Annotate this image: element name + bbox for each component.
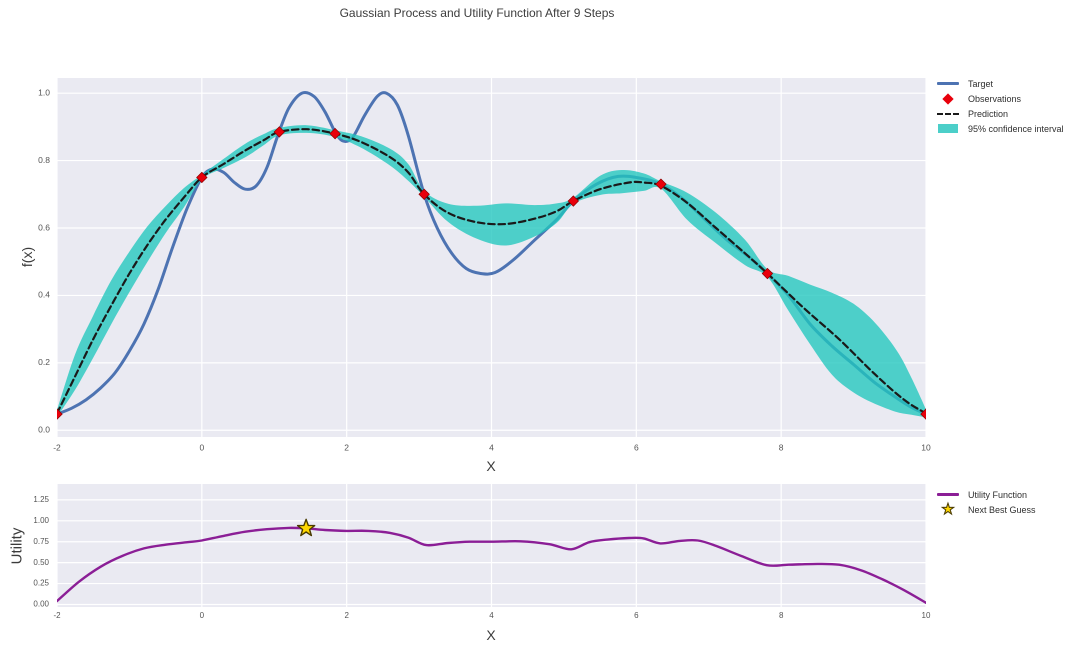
legend-item-observations: Observations bbox=[935, 91, 1064, 106]
legend-item-confidence-interval: 95% confidence interval bbox=[935, 121, 1064, 136]
observation-markers bbox=[57, 126, 926, 420]
target-line-swatch bbox=[937, 82, 959, 85]
y-tick-label: 0.75 bbox=[33, 537, 49, 546]
y-tick-label: 0.6 bbox=[38, 222, 50, 232]
legend-item-utility-function: Utility Function bbox=[935, 487, 1036, 502]
y-tick-label: 0.00 bbox=[33, 600, 49, 609]
axis-ticks: -2 0 2 4 6 8 10 0.00 0.25 0.50 0.75 1.00 1.25 bbox=[33, 495, 931, 620]
utility-series bbox=[57, 526, 926, 604]
prediction-dashed-swatch bbox=[937, 112, 959, 115]
y-tick-label: 1.25 bbox=[33, 495, 49, 504]
gp-series bbox=[57, 90, 926, 420]
observations-diamond-swatch bbox=[942, 92, 954, 105]
x-tick-label: 2 bbox=[344, 442, 349, 452]
utility-legend: Utility Function ★ Next Best Guess bbox=[935, 487, 1036, 518]
x-tick-label: 8 bbox=[779, 611, 784, 620]
utility-function-line bbox=[57, 526, 926, 604]
utility-line-swatch bbox=[937, 493, 959, 496]
observation-diamond bbox=[196, 171, 208, 184]
x-tick-label: 6 bbox=[634, 611, 639, 620]
gp-y-axis-label: f(x) bbox=[19, 246, 35, 268]
y-tick-label: 0.25 bbox=[33, 579, 49, 588]
observation-diamond bbox=[655, 178, 667, 190]
y-tick-label: 0.8 bbox=[38, 155, 50, 165]
y-tick-label: 0.50 bbox=[33, 558, 49, 567]
observation-diamond bbox=[761, 267, 774, 280]
x-tick-label: 10 bbox=[921, 442, 931, 452]
gp-x-axis-label: X bbox=[486, 458, 496, 474]
x-tick-label: 0 bbox=[199, 442, 204, 452]
y-tick-label: 0.4 bbox=[38, 290, 50, 300]
x-tick-label: -2 bbox=[53, 442, 61, 452]
y-tick-label: 1.0 bbox=[38, 87, 50, 97]
x-tick-label: 4 bbox=[489, 442, 494, 452]
figure-title: Gaussian Process and Utility Function Af… bbox=[339, 6, 615, 20]
observation-diamond bbox=[57, 408, 63, 420]
utility-y-axis-label: Utility bbox=[8, 527, 26, 565]
star-icon: ★ bbox=[941, 501, 955, 518]
legend-item-target: Target bbox=[935, 76, 1064, 91]
x-tick-label: 8 bbox=[779, 442, 784, 452]
confidence-patch-swatch bbox=[938, 124, 958, 133]
y-tick-label: 0.0 bbox=[38, 425, 50, 435]
next-best-guess-star bbox=[296, 518, 316, 537]
legend-item-prediction: Prediction bbox=[935, 106, 1064, 121]
legend-item-next-best-guess: ★ Next Best Guess bbox=[941, 501, 1036, 518]
gp-legend: Target Observations Prediction 95% confi… bbox=[935, 76, 1064, 136]
observation-diamond bbox=[920, 408, 926, 420]
observation-diamond bbox=[567, 195, 580, 207]
y-tick-label: 1.00 bbox=[33, 516, 49, 525]
gp-plot: -2 0 2 4 6 8 10 0.0 0.2 0.4 0.6 0.8 1.0 bbox=[38, 78, 931, 452]
x-tick-label: 4 bbox=[489, 611, 494, 620]
prediction-line bbox=[57, 128, 926, 415]
x-tick-label: 6 bbox=[634, 442, 639, 452]
observation-diamond bbox=[273, 126, 286, 138]
observation-diamond bbox=[418, 188, 430, 200]
utility-plot: -2 0 2 4 6 8 10 0.00 0.25 0.50 0.75 1.00 1.25 bbox=[33, 484, 931, 620]
x-tick-label: 0 bbox=[200, 611, 205, 620]
x-tick-label: 10 bbox=[922, 611, 931, 620]
y-tick-label: 0.2 bbox=[38, 357, 50, 367]
gridlines bbox=[56, 484, 927, 607]
x-tick-label: -2 bbox=[53, 611, 61, 620]
utility-x-axis-label: X bbox=[486, 627, 496, 643]
x-tick-label: 2 bbox=[344, 611, 349, 620]
axis-ticks: -2 0 2 4 6 8 10 0.0 0.2 0.4 0.6 0.8 1.0 bbox=[38, 87, 931, 452]
observation-diamond bbox=[329, 127, 341, 140]
